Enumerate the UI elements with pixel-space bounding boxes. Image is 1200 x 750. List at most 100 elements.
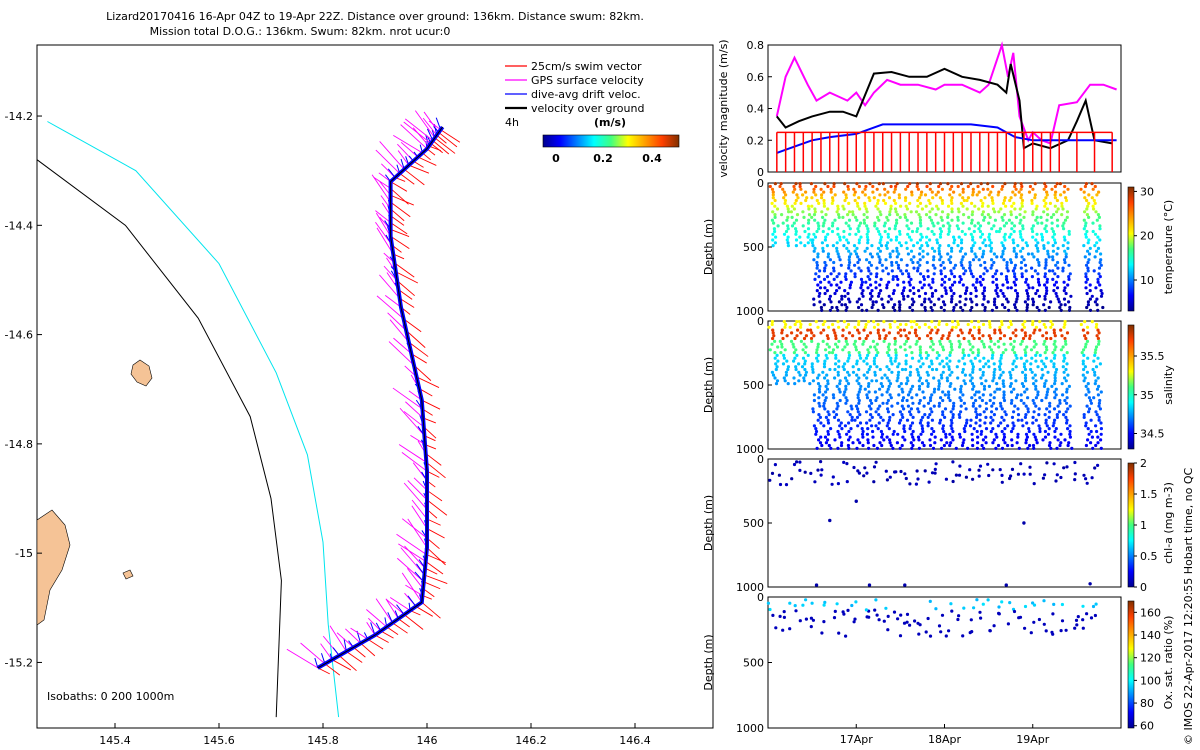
profile-point: [876, 322, 880, 327]
profile-point: [932, 255, 936, 259]
profile-point: [816, 353, 820, 357]
profile-point: [958, 415, 962, 419]
profile-point: [1042, 303, 1046, 307]
profile-point: [848, 413, 852, 417]
map-legend: 25cm/s swim vector GPS surface velocity …: [505, 60, 644, 129]
profile-point: [1045, 461, 1049, 465]
profile-point: [1081, 359, 1085, 363]
profile-point: [995, 283, 999, 287]
profile-point: [1024, 334, 1028, 338]
profile-point: [987, 235, 991, 239]
profile-point: [1032, 401, 1036, 405]
profile-point: [854, 404, 859, 408]
profile-point: [920, 427, 925, 431]
profile-point: [868, 198, 872, 203]
profile-point: [978, 464, 983, 468]
profile-point: [909, 258, 913, 262]
profile-point: [960, 258, 964, 262]
profile-point: [1084, 336, 1088, 341]
profile-point: [870, 294, 874, 298]
profile-point: [801, 210, 805, 214]
profile-point: [858, 336, 862, 341]
profile-point: [1049, 359, 1053, 363]
profile-point: [880, 297, 884, 301]
profile-point: [981, 334, 985, 338]
profile-point: [906, 184, 910, 189]
profile-point: [1031, 322, 1035, 327]
swim-vector: [396, 280, 415, 297]
profile-point: [1044, 286, 1049, 290]
profile-point: [882, 328, 886, 332]
profile-point: [886, 232, 890, 236]
profile-point: [1021, 224, 1025, 228]
profile-point: [980, 339, 984, 343]
profile-point: [918, 345, 922, 349]
profile-point: [1013, 263, 1018, 267]
profile-point: [958, 396, 962, 400]
profile-point: [888, 252, 892, 256]
profile-point: [930, 362, 934, 366]
gps-velocity-vector: [407, 518, 428, 548]
profile-point: [832, 266, 836, 270]
profile-point: [1043, 351, 1047, 355]
swim-vector: [392, 622, 408, 634]
profile-point: [940, 613, 945, 617]
profile-point: [1062, 370, 1066, 374]
profile-point: [912, 438, 916, 442]
profile-point: [928, 443, 933, 448]
profile-point: [1085, 277, 1090, 281]
profile-point: [1044, 345, 1048, 349]
profile-point: [1002, 398, 1007, 403]
profile-point: [1031, 421, 1035, 425]
profile-point: [932, 429, 936, 434]
profile-point: [1081, 328, 1085, 332]
profile-point: [1044, 325, 1048, 329]
profile-point: [930, 207, 934, 211]
profile-point: [810, 339, 814, 343]
profile-point: [992, 396, 996, 400]
profile-point: [1099, 432, 1103, 436]
profile-point: [950, 320, 955, 324]
profile-point: [917, 373, 921, 377]
profile-point: [841, 204, 845, 208]
profile-point: [952, 404, 956, 408]
profile-colorbar-tick-label: 10: [1140, 274, 1154, 287]
profile-point: [971, 367, 975, 372]
profile-point: [886, 614, 890, 619]
profile-point: [782, 610, 786, 614]
profile-point: [1085, 229, 1089, 234]
profile-point: [856, 407, 860, 411]
profile-point: [1030, 266, 1034, 270]
profile-point: [1099, 390, 1103, 394]
profile-point: [824, 235, 828, 239]
profile-point: [932, 232, 936, 236]
profile-point: [1052, 213, 1056, 217]
profile-point: [1002, 384, 1006, 388]
profile-point: [1005, 263, 1009, 267]
profile-point: [967, 339, 971, 343]
profile-point: [1090, 320, 1094, 324]
profile-point: [874, 460, 878, 464]
profile-point: [1086, 356, 1090, 360]
profile-point: [1044, 184, 1048, 189]
profile-point: [1021, 322, 1025, 327]
profile-point: [788, 601, 792, 605]
profile-point: [923, 193, 928, 197]
profile-colorbar-tick-label: 120: [1140, 652, 1161, 665]
profile-point: [1011, 238, 1015, 242]
profile-point: [1093, 353, 1097, 357]
legend-vog-label: velocity over ground: [531, 102, 644, 115]
profile-point: [1063, 398, 1067, 403]
profile-point: [1086, 249, 1090, 253]
profile-point: [1055, 252, 1059, 256]
profile-point: [1062, 297, 1067, 301]
profile-point: [1082, 413, 1086, 417]
profile-point: [957, 339, 961, 343]
profile-point: [911, 415, 915, 419]
profile-point: [779, 182, 783, 186]
profile-point: [873, 224, 877, 228]
profile-point: [950, 283, 955, 287]
profile-point: [1053, 418, 1057, 422]
